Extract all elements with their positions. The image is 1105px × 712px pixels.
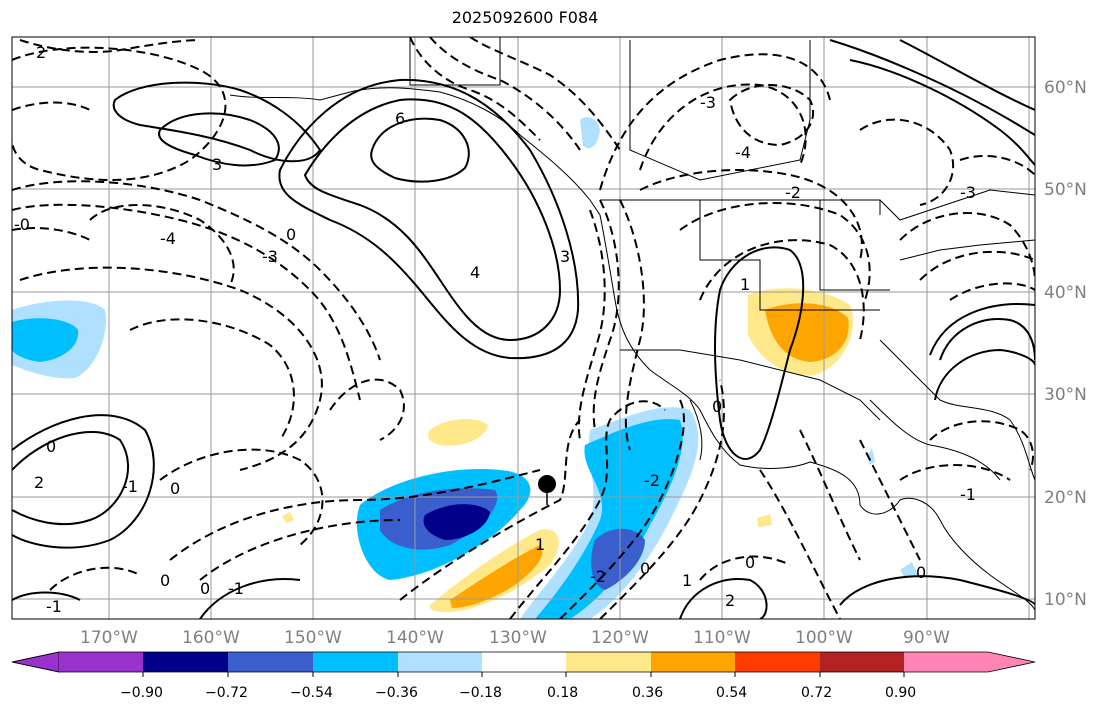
lon-label: 100°W xyxy=(795,628,853,648)
svg-text:-0: -0 xyxy=(14,215,30,234)
orange-core-us xyxy=(765,303,849,362)
svg-text:1: 1 xyxy=(740,275,750,294)
colorbar-tick-label: 0.90 xyxy=(885,685,916,701)
svg-text:0: 0 xyxy=(46,437,56,456)
svg-text:-4: -4 xyxy=(160,229,176,248)
svg-text:2: 2 xyxy=(725,591,735,610)
lon-label: 170°W xyxy=(80,628,138,648)
lon-label: 90°W xyxy=(903,628,950,648)
svg-text:-1: -1 xyxy=(122,477,138,496)
colorbar-tick-label: −0.18 xyxy=(459,685,502,701)
colorbar-tick-label: −0.54 xyxy=(290,685,333,701)
svg-text:3: 3 xyxy=(560,247,570,266)
lat-label: 10°N xyxy=(1044,590,1087,610)
colorbar-seg-2 xyxy=(228,652,313,672)
colorbar-seg-3 xyxy=(313,652,398,672)
svg-text:0: 0 xyxy=(170,479,180,498)
svg-text:0: 0 xyxy=(745,553,755,572)
svg-text:2: 2 xyxy=(36,43,46,62)
lon-label: 110°W xyxy=(693,628,751,648)
blue-band-east-mid xyxy=(535,419,683,619)
lon-label: 160°W xyxy=(182,628,240,648)
lon-label: 140°W xyxy=(386,628,444,648)
svg-text:3: 3 xyxy=(212,155,222,174)
lon-axis: 170°W 160°W 150°W 140°W 130°W 120°W 110°… xyxy=(80,628,950,648)
colorbar-tick-label: 0.54 xyxy=(716,685,747,701)
lat-label: 40°N xyxy=(1044,283,1087,303)
svg-text:-3: -3 xyxy=(960,183,976,202)
svg-text:-3: -3 xyxy=(700,93,716,112)
colorbar: −0.90 −0.72 −0.54 −0.36 −0.18 0.18 0.36 … xyxy=(11,651,1036,701)
svg-text:1: 1 xyxy=(535,535,545,554)
map-frame xyxy=(11,36,1036,620)
colorbar-seg-7 xyxy=(651,652,735,672)
lon-label: 150°W xyxy=(284,628,342,648)
colorbar-tick-label: −0.72 xyxy=(205,685,248,701)
svg-text:0: 0 xyxy=(286,225,296,244)
graticule xyxy=(12,37,1035,619)
orange-core-sw xyxy=(450,545,543,608)
map-title: 2025092600 F084 xyxy=(451,8,599,27)
lat-label: 30°N xyxy=(1044,385,1087,405)
colorbar-seg-10 xyxy=(904,652,1035,672)
coastlines xyxy=(229,37,1035,611)
svg-text:-2: -2 xyxy=(590,567,606,586)
colorbar-seg-9 xyxy=(820,652,904,672)
svg-text:0: 0 xyxy=(712,397,722,416)
orange-band-sw xyxy=(429,529,559,612)
svg-text:-1: -1 xyxy=(960,485,976,504)
lat-axis: 60°N 50°N 40°N 30°N 20°N 10°N xyxy=(1044,78,1087,610)
lon-label: 130°W xyxy=(489,628,547,648)
colorbar-tick-label: 0.36 xyxy=(632,685,663,701)
colorbar-seg-8 xyxy=(735,652,820,672)
svg-text:0: 0 xyxy=(916,563,926,582)
lat-label: 20°N xyxy=(1044,488,1087,508)
svg-text:0: 0 xyxy=(160,571,170,590)
svg-text:-1: -1 xyxy=(228,579,244,598)
svg-text:-3: -3 xyxy=(262,247,278,266)
colorbar-ticks xyxy=(142,672,905,677)
blue-core-west xyxy=(12,318,79,362)
lon-label: 120°W xyxy=(591,628,649,648)
contours-solid xyxy=(12,39,1035,619)
colorbar-tick-label: 0.18 xyxy=(547,685,578,701)
svg-text:0: 0 xyxy=(200,579,210,598)
svg-text:0: 0 xyxy=(640,559,650,578)
colorbar-seg-5 xyxy=(482,652,566,672)
colorbar-tick-label: −0.90 xyxy=(120,685,163,701)
svg-text:-2: -2 xyxy=(785,183,801,202)
blue-core-central xyxy=(423,504,490,540)
yellow-patch-small xyxy=(428,418,488,446)
contours-dashed xyxy=(12,37,1035,619)
colorbar-seg-6 xyxy=(566,652,651,672)
lat-label: 50°N xyxy=(1044,180,1087,200)
colorbar-tick-label: −0.36 xyxy=(375,685,418,701)
svg-text:2: 2 xyxy=(34,473,44,492)
svg-text:4: 4 xyxy=(470,263,480,282)
svg-text:-4: -4 xyxy=(735,143,751,162)
svg-text:6: 6 xyxy=(395,109,405,128)
svg-text:-1: -1 xyxy=(46,597,62,616)
svg-text:1: 1 xyxy=(682,571,692,590)
shaded-anomaly-fields xyxy=(12,117,918,619)
colorbar-tick-label: 0.72 xyxy=(801,685,832,701)
colorbar-seg-1 xyxy=(143,652,228,672)
colorbar-seg-0 xyxy=(11,651,60,673)
colorbar-seg-4 xyxy=(398,652,482,672)
map-frame-bg xyxy=(12,37,1035,619)
lat-label: 60°N xyxy=(1044,78,1087,98)
contour-labels: 6 3 4 3 0 -3 -4 0 2 -1 0 0 0 -1 -1 0 1 -… xyxy=(14,43,976,616)
svg-text:-2: -2 xyxy=(644,471,660,490)
